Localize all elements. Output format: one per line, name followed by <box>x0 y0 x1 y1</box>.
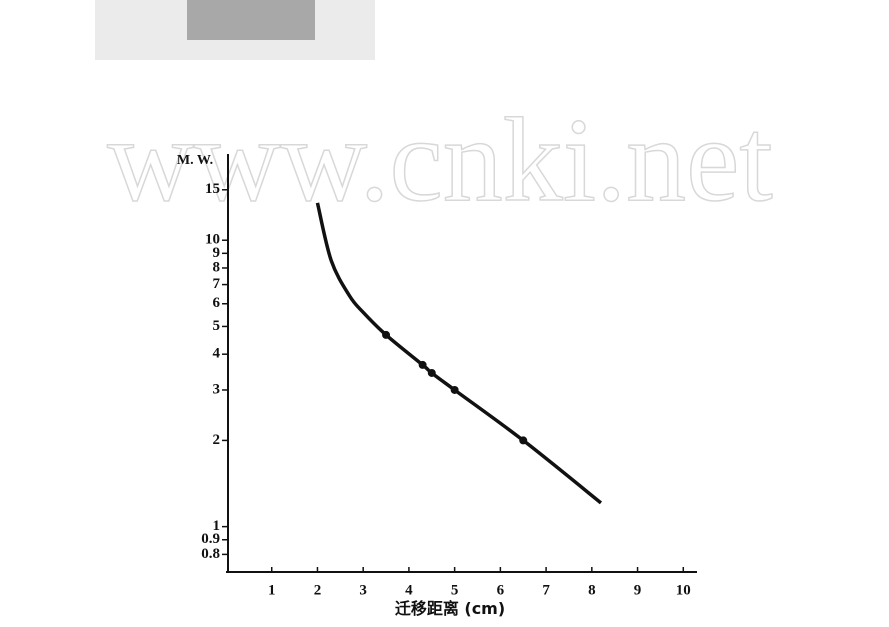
x-tick-label: 9 <box>634 582 642 598</box>
y-tick-label: 6 <box>213 295 221 311</box>
x-tick-label: 1 <box>268 582 276 598</box>
x-tick-label: 8 <box>588 582 596 598</box>
x-tick-label: 10 <box>676 582 691 598</box>
y-tick-label: 4 <box>213 346 221 362</box>
y-tick-label: 15 <box>205 181 220 197</box>
y-tick-label: 8 <box>213 259 221 275</box>
y-tick-label: 0.8 <box>201 546 220 562</box>
data-point <box>519 436 528 445</box>
y-axis-label: M. W. <box>177 153 213 168</box>
data-point <box>450 385 459 394</box>
x-tick-label: 6 <box>497 582 505 598</box>
y-tick-label: 5 <box>213 318 221 334</box>
x-tick-label: 7 <box>542 582 550 598</box>
x-tick-label: 5 <box>451 582 459 598</box>
y-tick-label: 10 <box>205 232 220 248</box>
photo-band <box>187 0 315 40</box>
x-tick-label: 3 <box>359 582 367 598</box>
y-tick-label: 1 <box>213 518 221 534</box>
x-tick-label: 2 <box>314 582 322 598</box>
curve <box>315 202 603 505</box>
x-axis-label: 迁移距离 (cm) <box>395 599 505 618</box>
y-tick-label: 0.9 <box>201 531 220 547</box>
watermark: www.cnki.net <box>107 93 772 226</box>
data-point <box>418 360 427 369</box>
y-tick-label: 2 <box>213 432 221 448</box>
data-point <box>382 330 391 339</box>
y-tick-label: 9 <box>213 245 221 261</box>
y-tick-label: 7 <box>213 276 221 292</box>
x-tick-label: 4 <box>405 582 413 598</box>
y-tick-label: 3 <box>213 381 221 397</box>
data-point <box>427 368 436 377</box>
